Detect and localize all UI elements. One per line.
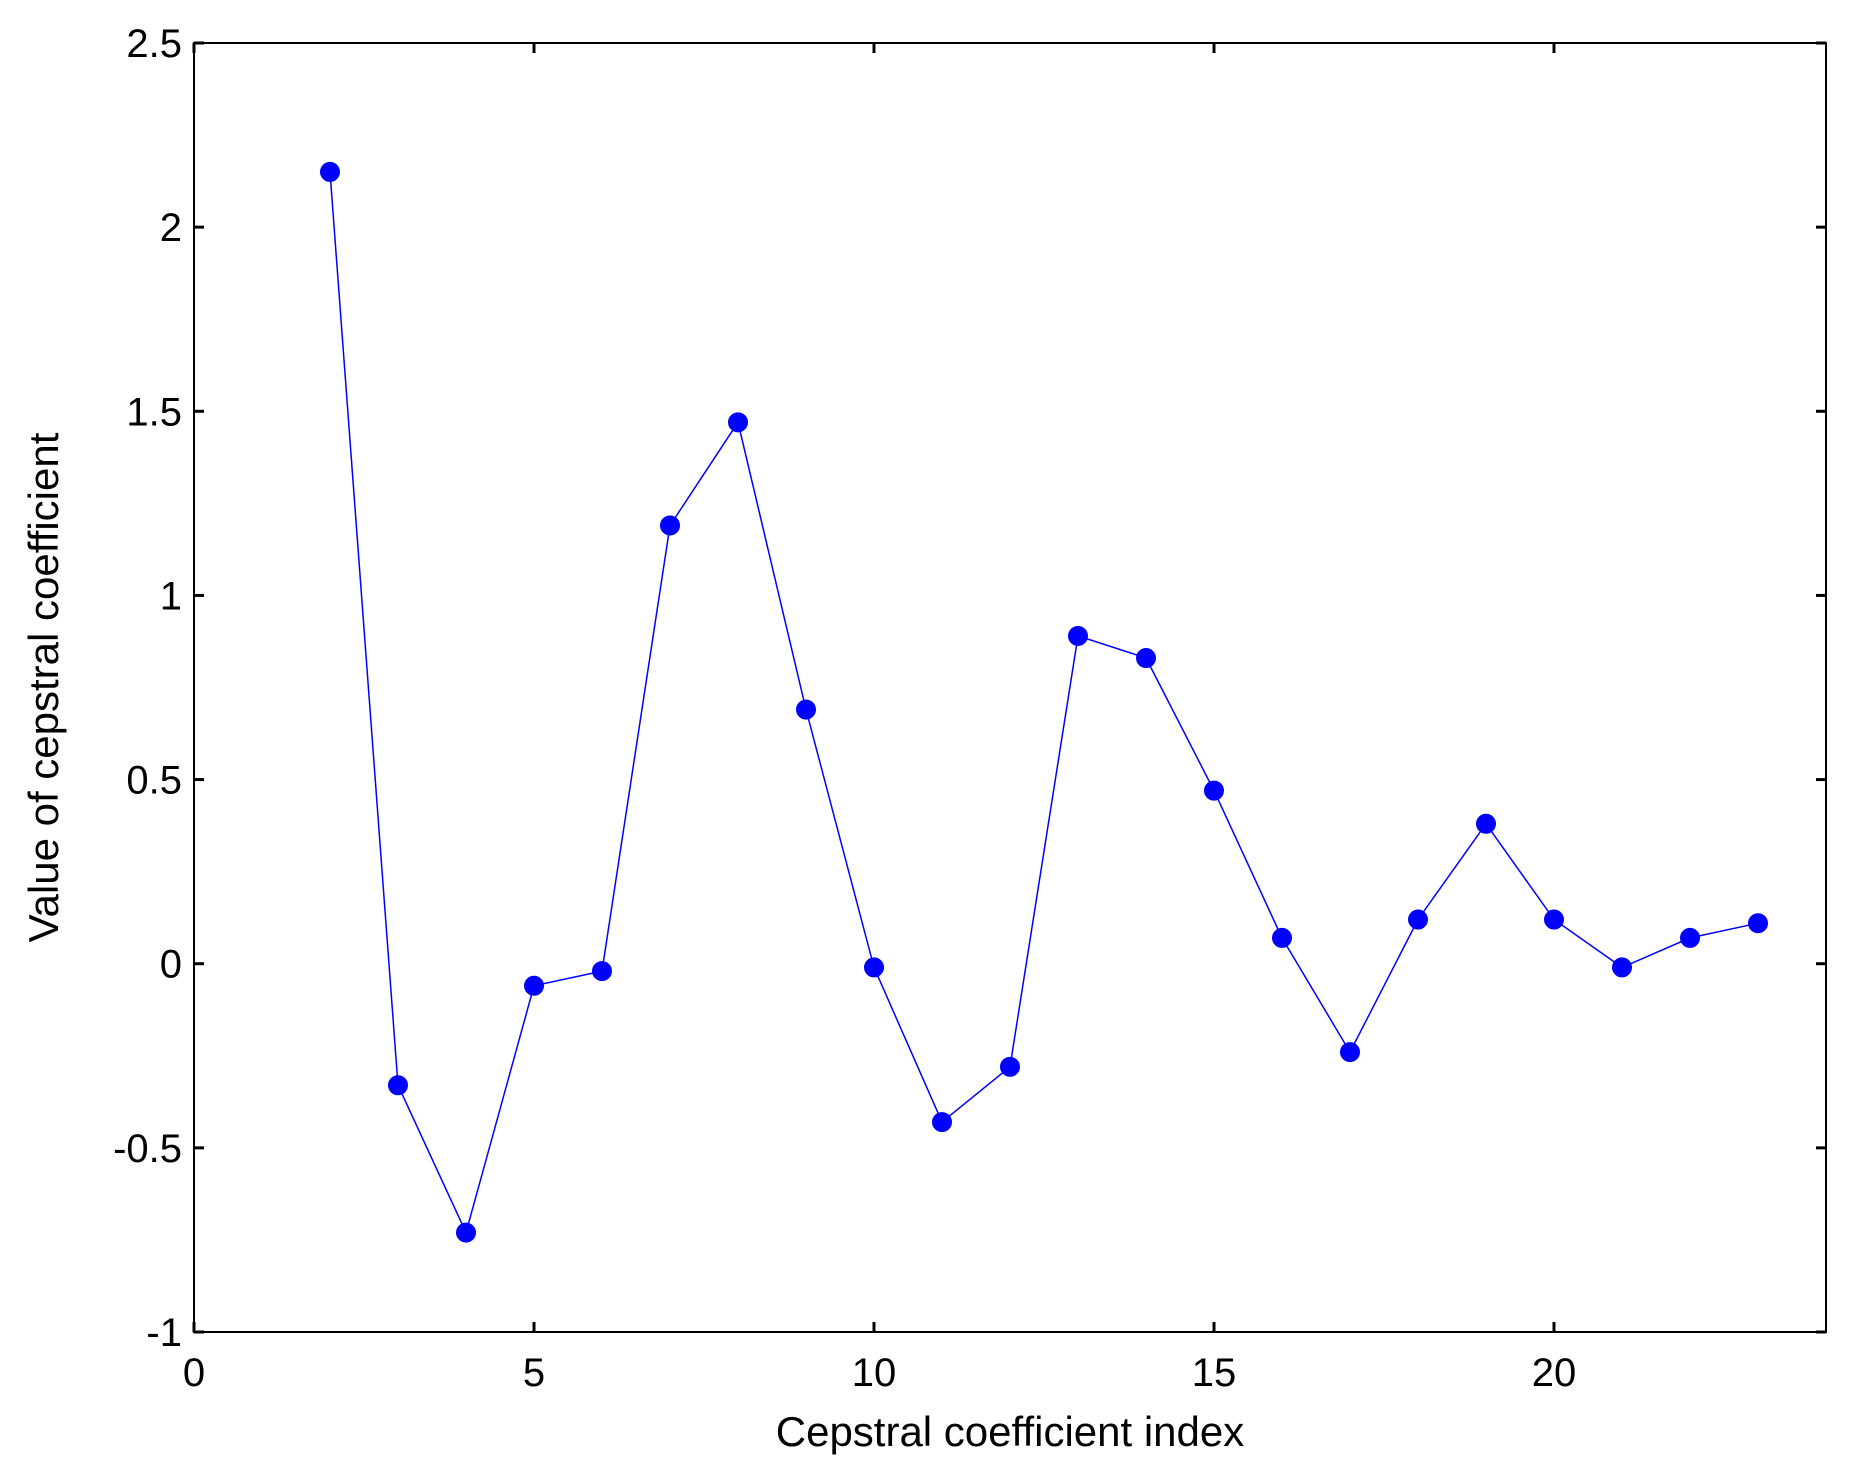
x-axis-label: Cepstral coefficient index — [776, 1408, 1244, 1455]
data-point — [660, 515, 680, 536]
y-tick-label: -1 — [146, 1311, 182, 1355]
y-tick-label: 2 — [160, 206, 182, 250]
data-point — [1340, 1042, 1360, 1063]
data-point — [1544, 909, 1564, 930]
axes-box — [193, 42, 1827, 1333]
data-point — [1272, 927, 1292, 948]
data-point — [1408, 909, 1428, 930]
data-point — [1612, 957, 1632, 978]
data-point — [932, 1112, 952, 1133]
data-point — [1204, 780, 1224, 801]
data-point — [796, 699, 816, 720]
data-point — [388, 1075, 408, 1096]
x-axis-ticks: 0 5 10 15 20 — [183, 43, 1576, 1395]
y-tick-label: 2.5 — [126, 22, 182, 66]
x-tick-label: 20 — [1532, 1351, 1577, 1395]
y-axis-label: Value of cepstral coefficient — [20, 432, 67, 942]
x-tick-label: 5 — [523, 1351, 545, 1395]
series-line — [329, 171, 1759, 1235]
data-point — [864, 957, 884, 978]
data-point — [592, 961, 612, 982]
data-point — [524, 975, 544, 996]
data-series — [320, 161, 1768, 1243]
data-point — [1136, 648, 1156, 669]
data-point — [320, 161, 340, 182]
y-tick-label: 0 — [160, 943, 182, 987]
data-point — [1748, 913, 1768, 934]
y-tick-label: 1.5 — [126, 390, 182, 434]
data-point — [1068, 625, 1088, 646]
plot-area — [193, 42, 1827, 1333]
data-point — [1680, 927, 1700, 948]
x-tick-label: 0 — [183, 1351, 205, 1395]
y-tick-label: 0.5 — [126, 759, 182, 803]
x-tick-label: 15 — [1192, 1351, 1237, 1395]
x-tick-label: 10 — [852, 1351, 897, 1395]
data-point — [1476, 813, 1496, 834]
y-axis-ticks: -1 -0.5 0 0.5 1 1.5 2 2.5 — [113, 22, 1826, 1355]
y-tick-label: 1 — [160, 574, 182, 618]
data-point — [456, 1222, 476, 1243]
data-point — [728, 412, 748, 433]
y-tick-label: -0.5 — [113, 1127, 182, 1171]
data-point — [1000, 1056, 1020, 1077]
